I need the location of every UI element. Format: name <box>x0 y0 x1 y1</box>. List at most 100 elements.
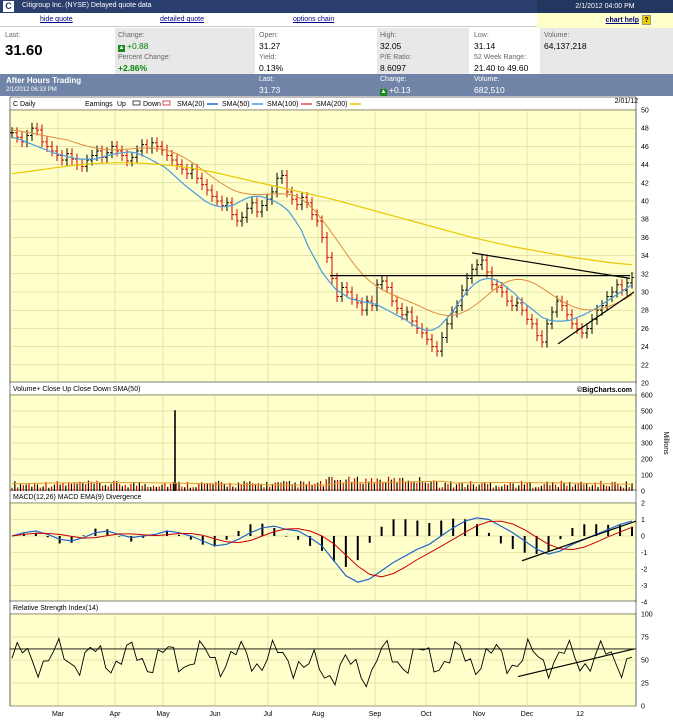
panel-3-title: Relative Strength Index(14) <box>13 605 98 612</box>
panel-0-ytick: 50 <box>641 108 649 115</box>
change-box <box>115 28 255 74</box>
pe-value: 8.6097 <box>380 63 406 73</box>
watermark: ©BigCharts.com <box>577 386 632 394</box>
ah-volume-label: Volume: <box>474 76 500 83</box>
panel-2-ytick: -2 <box>641 567 647 574</box>
header-bar: C Citigroup Inc. (NYSE) Delayed quote da… <box>0 0 673 13</box>
panel-0-ytick: 30 <box>641 290 649 297</box>
volume-value: 64,137,218 <box>544 41 587 51</box>
uptrend-line <box>557 291 635 345</box>
panel-2-ytick: 0 <box>641 534 645 541</box>
panel-1-ytick: 200 <box>641 457 653 464</box>
yield-label: Yield: <box>259 54 277 61</box>
low-value: 31.14 <box>474 41 496 51</box>
panel-0-ytick: 40 <box>641 199 649 206</box>
panel-3-ytick: 50 <box>641 658 649 665</box>
panel-0-ytick: 32 <box>641 271 649 278</box>
legend-down-swatch <box>162 100 171 106</box>
detailed-quote-link[interactable]: detailed quote <box>160 16 204 23</box>
month-label: Nov <box>473 711 486 718</box>
pe-label: P/E Ratio: <box>380 54 412 61</box>
yield-value: 0.13% <box>259 63 284 73</box>
chart-help[interactable]: chart help ? <box>537 13 673 28</box>
panel-0-ytick: 36 <box>641 235 649 242</box>
panel-0-ytick: 26 <box>641 326 649 333</box>
chart-help-link[interactable]: chart help <box>605 17 639 24</box>
month-label: Mar <box>52 711 65 718</box>
month-label: Aug <box>312 711 325 718</box>
month-label: Apr <box>110 711 122 718</box>
high-value: 32.05 <box>380 41 402 51</box>
panel-2-ytick: 1 <box>641 517 645 524</box>
range-value: 21.40 to 49.60 <box>474 63 529 73</box>
panel-3-title-bar <box>9 600 637 615</box>
after-hours-time: 2/1/2012 06:33 PM <box>6 87 57 93</box>
options-chain-link[interactable]: options chain <box>293 16 335 23</box>
rsi-trend-line <box>517 648 635 678</box>
quote-datetime: 2/1/2012 04:00 PM <box>537 0 673 13</box>
hide-quote-link[interactable]: hide quote <box>40 16 73 23</box>
volume-label: Volume: <box>544 32 570 39</box>
legend-item: Down <box>143 101 161 108</box>
legend-item: SMA(100) <box>267 101 299 108</box>
open-value: 31.27 <box>259 41 281 51</box>
macd-signal-line <box>11 520 633 578</box>
panel-0-ytick: 24 <box>641 344 649 351</box>
percent-value: +2.86% <box>118 63 148 73</box>
rsi-line <box>11 637 633 688</box>
panel-2-ytick: -4 <box>641 600 647 607</box>
month-label: Oct <box>421 711 432 718</box>
range-label: 52 Week Range: <box>474 54 527 61</box>
quote-title: Citigroup Inc. (NYSE) Delayed quote data <box>22 2 152 9</box>
quote-panel: Last: 31.60 Change: ▲ +0.88 Percent Chang… <box>0 28 673 74</box>
panel-3-ytick: 75 <box>641 635 649 642</box>
month-label: May <box>156 711 170 718</box>
change-value: ▲ +0.88 <box>118 41 149 52</box>
month-label: Dec <box>521 711 534 718</box>
last-label: Last: <box>5 32 21 39</box>
panel-0-ytick: 20 <box>641 381 649 388</box>
sma100-line <box>11 129 633 317</box>
ah-up-arrow-icon: ▲ <box>380 89 387 96</box>
panel-0-plot <box>9 109 637 384</box>
change-label: Change: <box>118 32 145 39</box>
panel-2-ytick: -3 <box>641 583 647 590</box>
volume-box <box>540 28 673 74</box>
panel-3-ytick: 100 <box>641 612 653 619</box>
panel-1-ytick: 0 <box>641 489 645 496</box>
panel-0-title: C Daily <box>13 101 36 108</box>
panel-0-ytick: 28 <box>641 308 649 315</box>
legend-item: SMA(50) <box>222 101 250 108</box>
help-icon[interactable]: ? <box>642 15 651 25</box>
volume-ylabel: Millions <box>662 431 669 455</box>
month-label: Jun <box>209 711 220 718</box>
panel-3-ytick: 0 <box>641 704 645 711</box>
panel-2-ytick: 2 <box>641 501 645 508</box>
downtrend-line <box>471 252 631 279</box>
month-label: Sep <box>369 711 382 718</box>
panel-0-ytick: 38 <box>641 217 649 224</box>
macd-trend-line <box>521 520 637 562</box>
panel-1-title: Volume+ Close Up Close Down SMA(50) <box>13 386 140 393</box>
ticker-badge: C <box>3 1 14 12</box>
month-label: 12 <box>576 711 584 718</box>
legend-item: Up <box>117 101 126 108</box>
high-box <box>377 28 469 74</box>
open-label: Open: <box>259 32 279 39</box>
macd-line <box>11 517 633 583</box>
after-hours-title: After Hours Trading <box>6 76 82 85</box>
legend-item: SMA(200) <box>316 101 348 108</box>
panel-0-ytick: 46 <box>641 144 649 151</box>
legend-item: Earnings <box>85 101 113 108</box>
panel-0-ytick: 42 <box>641 180 649 187</box>
sma50-line <box>11 136 633 331</box>
panel-1-ytick: 400 <box>641 425 653 432</box>
ah-change-value: ▲ +0.13 <box>380 85 411 96</box>
panel-0-ytick: 48 <box>641 126 649 133</box>
panel-2-ytick: -1 <box>641 550 647 557</box>
panel-1-ytick: 600 <box>641 393 653 400</box>
chart-date: 2/01/12 <box>615 98 638 105</box>
links-row: hide quote detailed quote options chain <box>0 13 673 27</box>
legend-up-swatch <box>132 100 141 106</box>
